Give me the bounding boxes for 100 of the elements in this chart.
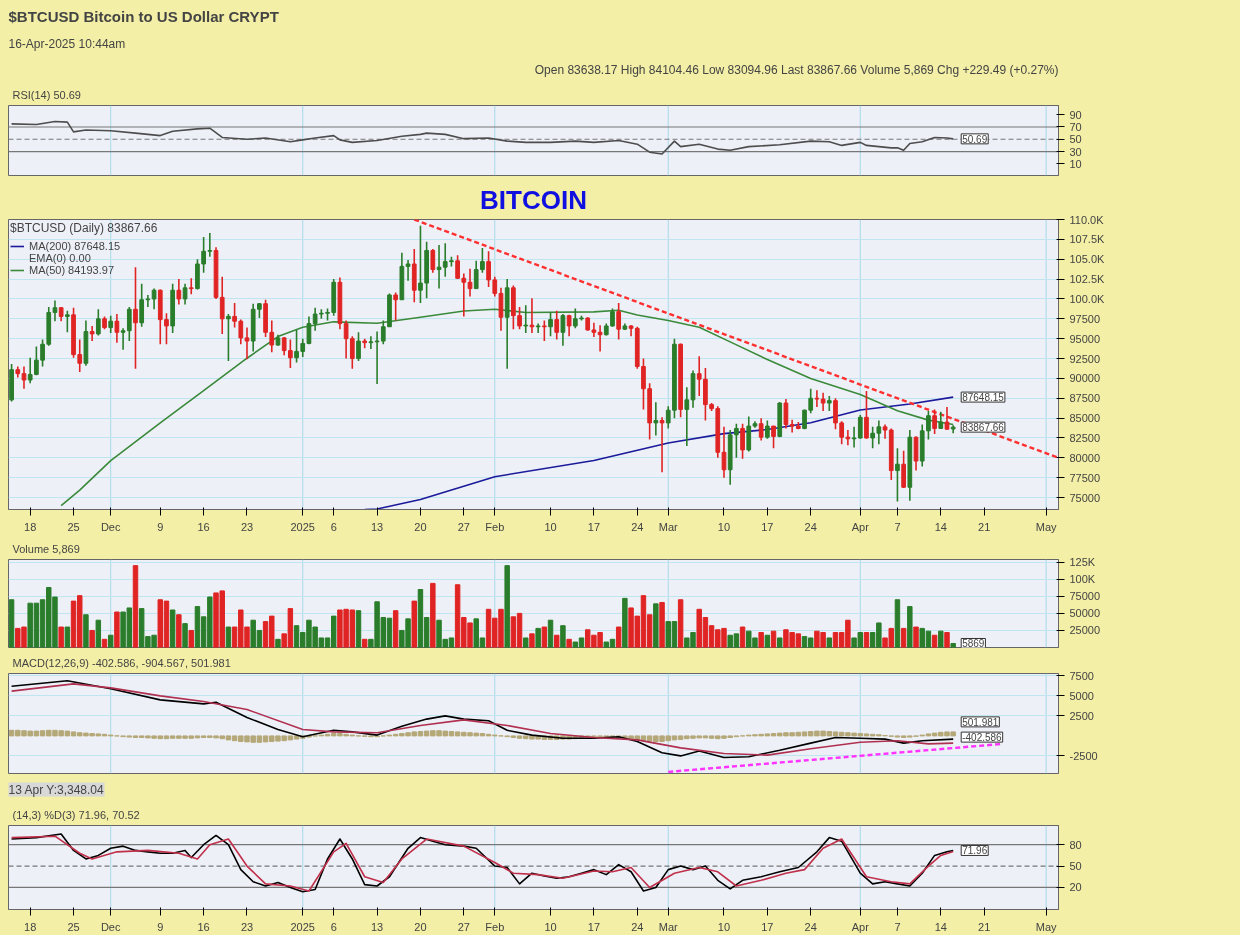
x-tick-label: 2025 bbox=[290, 920, 315, 933]
x-tick-label: 14 bbox=[934, 520, 947, 533]
x-tick-label: 25 bbox=[67, 920, 80, 933]
y-tick-label: 97500 bbox=[1069, 312, 1101, 325]
x-tick-label: 10 bbox=[544, 520, 557, 533]
x-tick-label: Dec bbox=[100, 520, 121, 533]
x-tick-label: 25 bbox=[67, 520, 80, 533]
y-tick-label: 2500 bbox=[1069, 709, 1094, 722]
y-tick-label: 50000 bbox=[1069, 607, 1101, 620]
legend-title: $BTCUSD (Daily) 83867.66 bbox=[10, 221, 158, 235]
legend-title: (14,3) %D(3) 71.96, 70.52 bbox=[12, 808, 140, 821]
x-tick-label: 24 bbox=[631, 920, 644, 933]
x-tick-label: 23 bbox=[240, 520, 254, 533]
x-tick-label: 18 bbox=[24, 920, 37, 933]
x-tick-label: 24 bbox=[804, 920, 817, 933]
x-tick-label: 13 bbox=[370, 520, 384, 533]
text: Open 83638.17 High 84104.46 Low 83094.96 Last 83867.66 Volume 5,869 Chg +229.49 (+0.27%) bbox=[534, 62, 1059, 77]
y-tick-label: 100K bbox=[1069, 573, 1096, 586]
x-tick-label: Dec bbox=[100, 920, 121, 933]
y-tick-label: 125K bbox=[1069, 556, 1096, 569]
x-tick-label: Mar bbox=[658, 920, 679, 933]
x-tick-label: 16 bbox=[197, 520, 210, 533]
y-tick-label: 90 bbox=[1069, 108, 1082, 121]
y-tick-label: 75000 bbox=[1069, 590, 1101, 603]
y-tick-label: 75000 bbox=[1069, 491, 1101, 504]
y-tick-label: 105.0K bbox=[1069, 253, 1106, 266]
y-tick-label: 70 bbox=[1069, 120, 1082, 133]
y-tick-label: 82500 bbox=[1069, 431, 1101, 444]
x-tick-label: 17 bbox=[761, 920, 774, 933]
x-tick-label: 17 bbox=[761, 520, 774, 533]
annotation: -402.586 bbox=[962, 732, 1003, 744]
x-tick-label: 24 bbox=[631, 520, 644, 533]
x-tick-label: 10 bbox=[544, 920, 557, 933]
annotation: EMA(0) 0.00 bbox=[29, 252, 91, 264]
y-tick-label: 87500 bbox=[1069, 392, 1101, 405]
y-tick-label: 5000 bbox=[1069, 689, 1094, 702]
x-tick-label: 14 bbox=[934, 920, 947, 933]
x-tick-label: Feb bbox=[485, 920, 505, 933]
legend-label: MA(50) 84193.97 bbox=[29, 264, 114, 276]
x-tick-label: 21 bbox=[978, 920, 991, 933]
legend-label: MA(200) 87648.15 bbox=[29, 240, 121, 252]
annotation: 71.96 bbox=[962, 845, 988, 857]
x-tick-label: 17 bbox=[587, 920, 601, 933]
annotation: 83867.66 bbox=[962, 422, 1005, 434]
x-tick-label: 10 bbox=[717, 920, 731, 933]
x-tick-label: Apr bbox=[851, 520, 870, 533]
legend-title: MACD(12,26,9) -402.586, -904.567, 501.981 bbox=[12, 656, 231, 669]
x-tick-label: 24 bbox=[804, 520, 817, 533]
y-tick-label: 80000 bbox=[1069, 451, 1101, 464]
y-tick-label: 95000 bbox=[1069, 332, 1101, 345]
y-tick-label: 90000 bbox=[1069, 372, 1101, 385]
text: 13 Apr Y:3,348.04 bbox=[8, 782, 105, 797]
x-tick-label: May bbox=[1035, 520, 1057, 533]
y-tick-label: 20 bbox=[1069, 881, 1082, 894]
x-tick-label: 27 bbox=[457, 520, 470, 533]
y-tick-label: -2500 bbox=[1069, 749, 1098, 762]
legend-title: RSI(14) 50.69 bbox=[12, 88, 81, 101]
y-tick-label: 7500 bbox=[1069, 669, 1094, 682]
x-tick-label: Mar bbox=[658, 520, 679, 533]
x-tick-label: 23 bbox=[240, 920, 254, 933]
annotation: 501.981 bbox=[962, 716, 999, 728]
chart-subtitle: 16-Apr-2025 10:44am bbox=[8, 36, 126, 51]
y-tick-label: 100.0K bbox=[1069, 292, 1106, 305]
x-tick-label: 27 bbox=[457, 920, 470, 933]
y-tick-label: 80 bbox=[1069, 838, 1082, 851]
x-tick-label: 20 bbox=[414, 520, 427, 533]
y-tick-label: 77500 bbox=[1069, 471, 1101, 484]
y-tick-label: 30 bbox=[1069, 145, 1082, 158]
y-tick-label: 50 bbox=[1069, 860, 1082, 873]
y-tick-label: 10 bbox=[1069, 157, 1082, 170]
annotation: 87648.15 bbox=[962, 392, 1005, 404]
x-tick-label: 20 bbox=[414, 920, 427, 933]
x-tick-label: 17 bbox=[587, 520, 601, 533]
y-tick-label: 110.0K bbox=[1069, 213, 1105, 226]
x-tick-label: Apr bbox=[851, 920, 870, 933]
x-tick-label: 9 bbox=[157, 520, 164, 533]
y-tick-label: 85000 bbox=[1069, 412, 1101, 425]
chart-title: BITCOIN bbox=[480, 184, 587, 215]
chart-title: $BTCUSD Bitcoin to US Dollar CRYPT bbox=[8, 7, 279, 25]
x-tick-label: 9 bbox=[157, 920, 164, 933]
annotation: 5869 bbox=[962, 638, 985, 650]
y-tick-label: 102.5K bbox=[1069, 273, 1106, 286]
y-tick-label: 107.5K bbox=[1069, 233, 1106, 246]
x-tick-label: 21 bbox=[978, 520, 991, 533]
annotation: 50.69 bbox=[962, 133, 988, 145]
x-tick-label: 2025 bbox=[290, 520, 315, 533]
y-tick-label: 50 bbox=[1069, 133, 1082, 146]
x-tick-label: 18 bbox=[24, 520, 37, 533]
x-tick-label: 13 bbox=[370, 920, 384, 933]
x-tick-label: 6 bbox=[330, 520, 337, 533]
x-tick-label: May bbox=[1035, 920, 1057, 933]
legend-title: Volume 5,869 bbox=[12, 542, 80, 555]
x-tick-label: Feb bbox=[485, 520, 505, 533]
x-tick-label: 10 bbox=[717, 520, 731, 533]
y-tick-label: 25000 bbox=[1069, 624, 1101, 637]
x-tick-label: 6 bbox=[330, 920, 337, 933]
y-tick-label: 92500 bbox=[1069, 352, 1101, 365]
x-tick-label: 16 bbox=[197, 920, 210, 933]
x-tick-label: 7 bbox=[894, 520, 901, 533]
x-tick-label: 7 bbox=[894, 920, 901, 933]
